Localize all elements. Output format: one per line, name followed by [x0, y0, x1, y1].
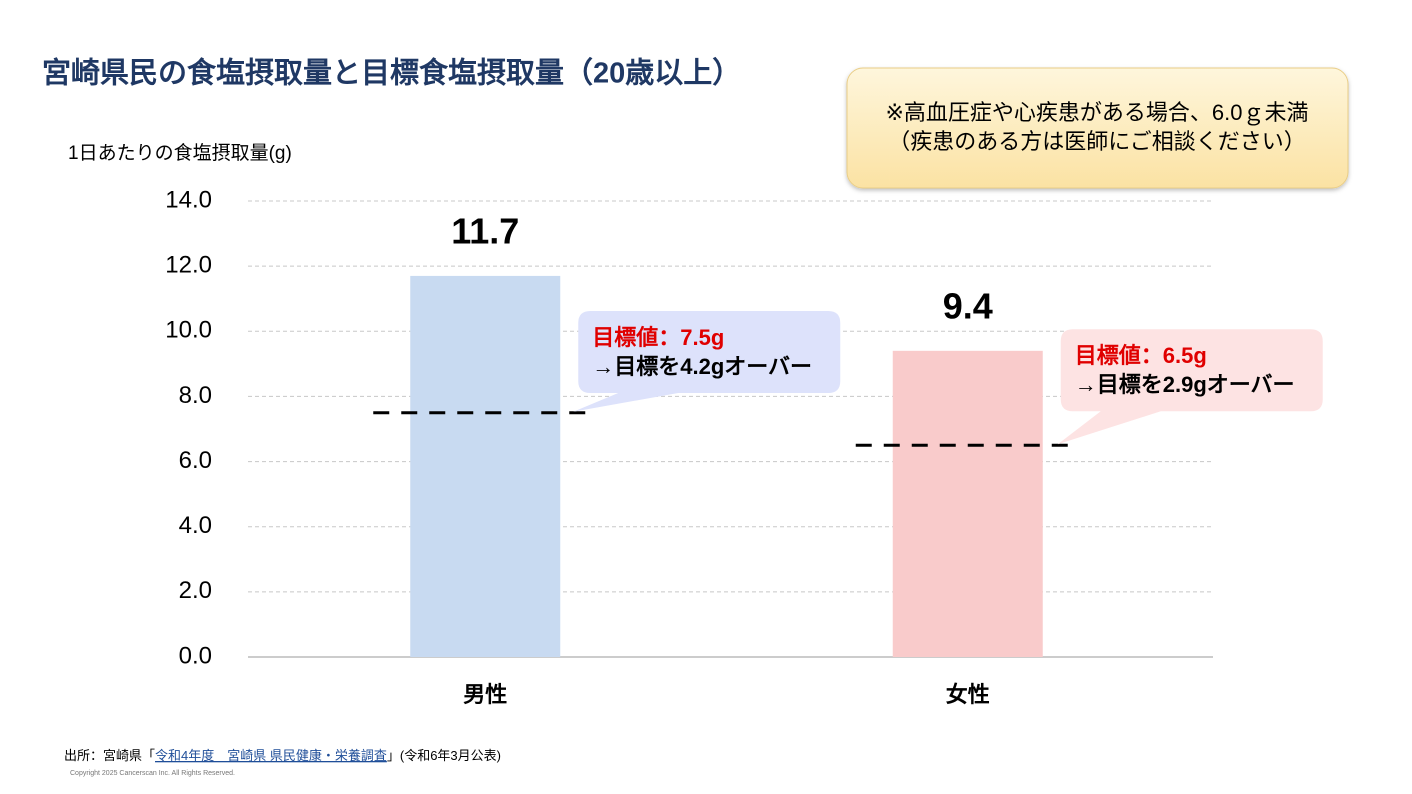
callout-text: →目標を2.9gオーバー: [1075, 372, 1295, 397]
y-tick-label: 14.0: [165, 186, 212, 213]
y-axis-label: 1日あたりの食塩摂取量(g): [68, 142, 292, 164]
callout-text: →目標を4.2gオーバー: [592, 354, 812, 379]
source-suffix: 」(令和6年3月公表): [387, 748, 501, 763]
y-tick-label: 12.0: [165, 251, 212, 278]
callout-bubble: [1057, 329, 1323, 445]
copyright: Copyright 2025 Cancerscan Inc. All Right…: [70, 770, 235, 777]
note-box: [846, 67, 1349, 189]
source: 出所：宮崎県「令和4年度 宮崎県 県民健康・栄養調査」(令和6年3月公表): [64, 748, 501, 763]
bar: [410, 275, 561, 657]
callout-title: 目標値：6.5g: [1075, 343, 1207, 368]
y-tick-label: 6.0: [179, 447, 212, 474]
x-tick-label: 女性: [946, 682, 990, 707]
y-tick-label: 10.0: [165, 317, 212, 344]
y-tick-label: 8.0: [179, 382, 212, 409]
note-line: （疾患のある方は医師にご相談ください）: [888, 129, 1306, 154]
callout-title: 目標値：7.5g: [592, 325, 724, 350]
y-tick-label: 0.0: [179, 642, 212, 669]
bar: [892, 350, 1043, 657]
value-label: 11.7: [451, 210, 519, 251]
y-tick-label: 4.0: [179, 512, 212, 539]
note-line: ※高血圧症や心疾患がある場合、6.0ｇ未満: [885, 100, 1308, 125]
chart-title: 宮崎県民の食塩摂取量と目標食塩摂取量（20歳以上）: [42, 56, 741, 90]
y-tick-label: 2.0: [179, 577, 212, 604]
x-tick-label: 男性: [463, 682, 507, 707]
callout-bubble: [573, 311, 841, 412]
source-prefix: 出所：宮崎県「: [64, 748, 155, 763]
value-label: 9.4: [943, 285, 993, 326]
source-link[interactable]: 令和4年度 宮崎県 県民健康・栄養調査: [155, 748, 387, 763]
